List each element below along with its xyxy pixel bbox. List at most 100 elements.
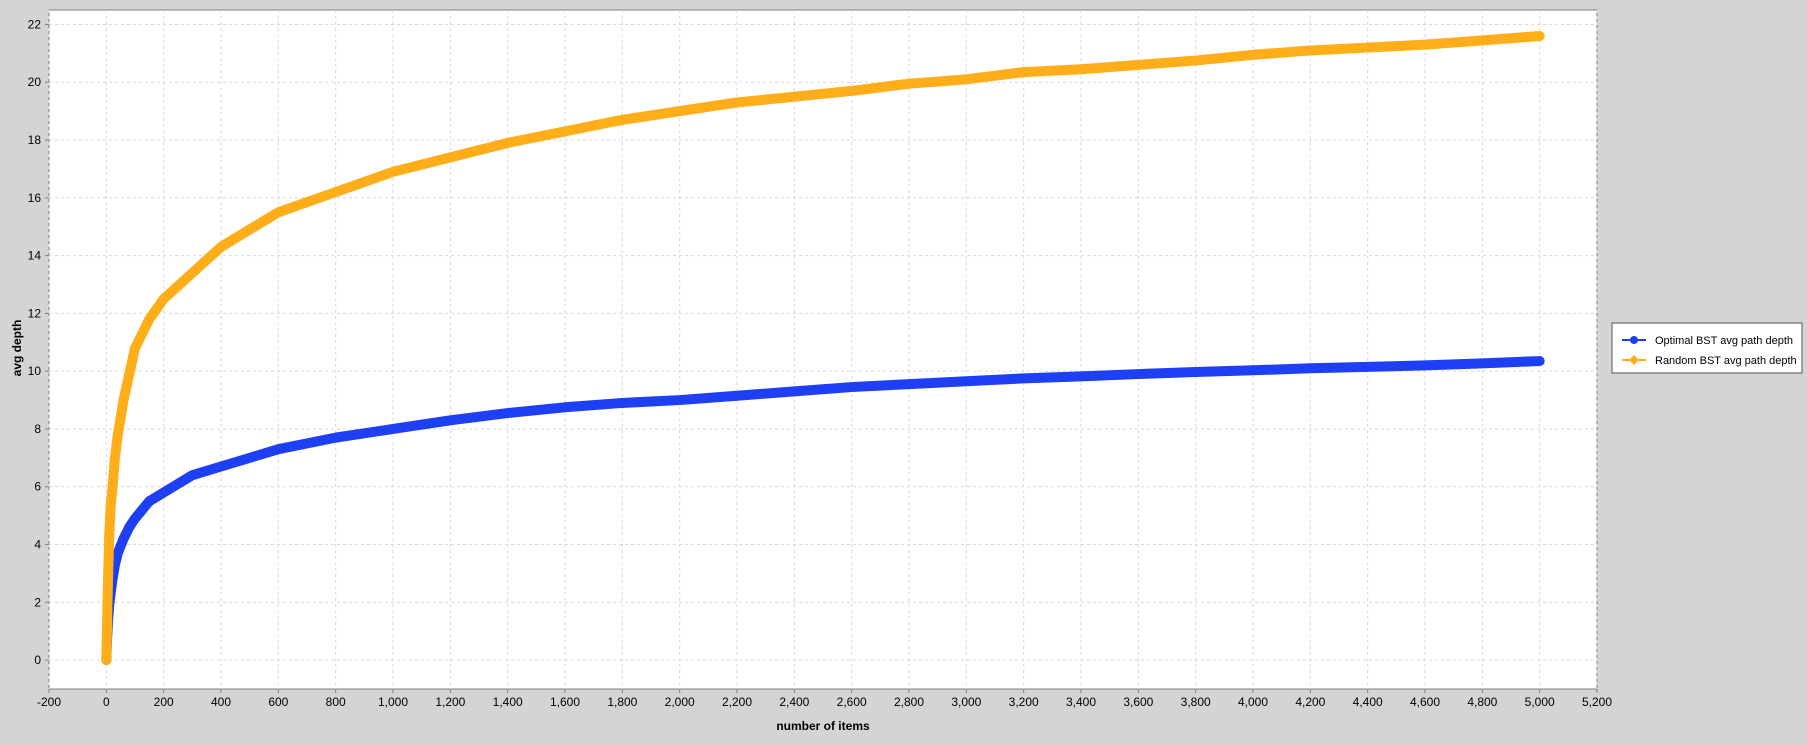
- x-tick-label: 1,800: [607, 695, 637, 709]
- data-point-optimal: [961, 376, 971, 386]
- data-point-optimal: [503, 408, 513, 418]
- data-point-random: [130, 343, 140, 354]
- data-point-optimal: [789, 386, 799, 396]
- y-tick-label: 4: [34, 538, 41, 552]
- data-point-optimal: [113, 548, 123, 558]
- data-point-optimal: [1305, 363, 1315, 373]
- data-point-random: [103, 574, 114, 585]
- x-tick-label: 1,200: [435, 695, 465, 709]
- x-tick-label: 800: [326, 695, 346, 709]
- data-point-random: [1133, 59, 1144, 70]
- data-point-random: [1190, 55, 1201, 66]
- data-point-random: [1420, 39, 1430, 50]
- legend: Optimal BST avg path depth Random BST av…: [1611, 322, 1803, 374]
- data-point-optimal: [331, 433, 341, 443]
- y-axis-label: avg depth: [10, 320, 24, 377]
- legend-label-optimal: Optimal BST avg path depth: [1655, 335, 1793, 347]
- data-point-optimal: [144, 496, 154, 506]
- x-tick-label: 4,600: [1410, 695, 1440, 709]
- data-point-optimal: [675, 395, 685, 405]
- data-point-random: [244, 224, 255, 235]
- data-point-random: [101, 626, 112, 637]
- y-tick-label: 0: [34, 653, 41, 667]
- y-tick-label: 10: [28, 364, 42, 378]
- plot-background: [48, 9, 1598, 690]
- x-axis-label: number of items: [776, 719, 870, 733]
- data-point-optimal: [1133, 369, 1143, 379]
- y-tick-label: 2: [34, 595, 41, 609]
- data-point-optimal: [124, 522, 134, 532]
- x-tick-label: 3,600: [1123, 695, 1153, 709]
- data-point-optimal: [1363, 362, 1373, 372]
- data-point-random: [107, 487, 118, 498]
- data-point-optimal: [159, 488, 169, 498]
- data-point-optimal: [388, 424, 398, 434]
- x-tick-label: 400: [211, 695, 231, 709]
- y-tick-label: 18: [28, 133, 42, 147]
- legend-marker-optimal: [1630, 336, 1638, 344]
- x-tick-label: 5,200: [1582, 695, 1612, 709]
- data-point-random: [502, 137, 513, 148]
- data-point-random: [112, 429, 123, 440]
- data-point-random: [846, 85, 857, 96]
- data-point-optimal: [245, 453, 255, 463]
- data-point-random: [617, 114, 628, 125]
- data-point-random: [1305, 45, 1316, 56]
- data-point-optimal: [732, 391, 742, 401]
- axes: -200 0 200 400 600 800 1,000 1,200 1,400 1,600 1,8…: [28, 17, 1613, 709]
- y-tick-label: 20: [28, 75, 42, 89]
- data-point-random: [216, 241, 226, 252]
- data-point-random: [102, 597, 113, 608]
- y-tick-label: 14: [28, 249, 42, 263]
- data-point-random: [109, 452, 120, 463]
- data-point-random: [104, 530, 115, 541]
- data-point-random: [789, 91, 800, 102]
- data-point-random: [732, 97, 742, 108]
- x-tick-label: 2,400: [779, 695, 809, 709]
- data-point-optimal: [130, 514, 140, 524]
- y-tick-label: 12: [28, 306, 42, 320]
- data-point-random: [961, 74, 972, 85]
- data-point-optimal: [187, 470, 197, 480]
- data-point-optimal: [119, 534, 129, 544]
- data-point-optimal: [1535, 356, 1545, 366]
- data-point-optimal: [216, 462, 226, 472]
- data-point-random: [103, 553, 114, 564]
- x-tick-label: 1,400: [493, 695, 523, 709]
- data-point-optimal: [847, 382, 857, 392]
- data-point-random: [330, 187, 341, 198]
- legend-marker-random: [1629, 355, 1639, 365]
- data-point-random: [118, 395, 129, 406]
- x-tick-label: 4,000: [1238, 695, 1268, 709]
- x-tick-label: 3,400: [1066, 695, 1096, 709]
- data-point-optimal: [1191, 367, 1201, 377]
- data-point-random: [1362, 42, 1373, 53]
- series-lines: [101, 31, 1545, 666]
- data-point-optimal: [1248, 365, 1258, 375]
- data-point-optimal: [1477, 358, 1487, 368]
- y-tick-label: 16: [28, 191, 42, 205]
- data-point-random: [674, 106, 685, 117]
- x-tick-label: 4,800: [1467, 695, 1497, 709]
- x-tick-label: 3,800: [1181, 695, 1211, 709]
- data-point-optimal: [1019, 373, 1029, 383]
- x-tick-label: 0: [103, 695, 110, 709]
- data-point-random: [904, 78, 914, 89]
- x-tick-label: 3,000: [951, 695, 981, 709]
- y-tick-label: 8: [34, 422, 41, 436]
- data-point-optimal: [617, 398, 627, 408]
- data-point-random: [1477, 35, 1488, 46]
- data-point-random: [1018, 67, 1029, 78]
- data-point-random: [124, 369, 135, 380]
- data-point-optimal: [273, 444, 283, 454]
- x-tick-label: 1,600: [550, 695, 580, 709]
- x-tick-label: 3,200: [1009, 695, 1039, 709]
- x-tick-label: 1,000: [378, 695, 408, 709]
- data-point-optimal: [904, 379, 914, 389]
- legend-label-random: Random BST avg path depth: [1655, 355, 1797, 367]
- data-point-random: [560, 126, 570, 137]
- data-point-random: [445, 152, 456, 163]
- legend-box: [1611, 322, 1803, 374]
